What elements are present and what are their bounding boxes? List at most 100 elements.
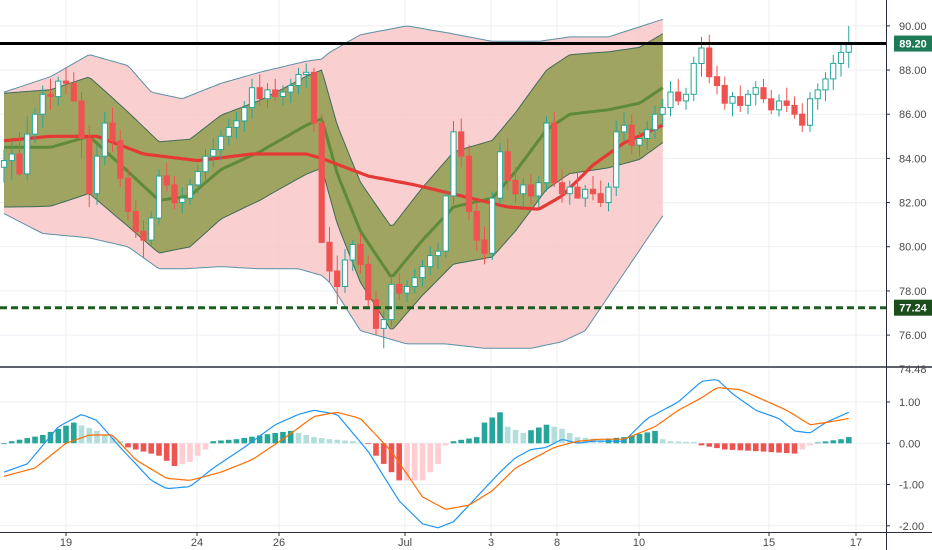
macd-histogram-bar[interactable]	[466, 438, 472, 444]
macd-histogram-bar[interactable]	[838, 439, 844, 444]
macd-histogram-bar[interactable]	[272, 433, 278, 444]
macd-histogram-bar[interactable]	[442, 443, 449, 446]
macd-histogram-bar[interactable]	[706, 443, 713, 447]
candle[interactable]	[512, 167, 519, 203]
macd-histogram-bar[interactable]	[644, 432, 651, 444]
macd-histogram-bar[interactable]	[210, 441, 216, 444]
macd-histogram-bar[interactable]	[512, 429, 519, 444]
candle[interactable]	[620, 112, 628, 141]
macd-histogram-bar[interactable]	[171, 443, 178, 466]
macd-histogram-bar[interactable]	[799, 443, 806, 450]
candle[interactable]	[357, 233, 364, 274]
macd-histogram-bar[interactable]	[768, 443, 775, 453]
candle[interactable]	[124, 167, 132, 221]
candle[interactable]	[489, 191, 496, 260]
candle[interactable]	[225, 118, 232, 146]
macd-histogram-bar[interactable]	[574, 437, 581, 444]
macd-histogram-bar[interactable]	[280, 431, 286, 444]
macd-histogram-bar[interactable]	[404, 443, 410, 481]
candle[interactable]	[78, 92, 85, 159]
candle[interactable]	[334, 255, 341, 305]
candle[interactable]	[16, 131, 23, 177]
candle[interactable]	[830, 54, 837, 90]
candle[interactable]	[241, 100, 248, 132]
candle[interactable]	[179, 187, 186, 214]
macd-histogram-bar[interactable]	[156, 443, 162, 456]
candle[interactable]	[783, 87, 790, 113]
macd-histogram-bar[interactable]	[411, 443, 418, 481]
macd-histogram-bar[interactable]	[264, 434, 271, 444]
macd-histogram-bar[interactable]	[737, 443, 744, 451]
macd-line[interactable]	[3, 379, 850, 529]
candle[interactable]	[667, 81, 674, 117]
signal-line[interactable]	[3, 387, 849, 510]
candlesticks[interactable]	[0, 25, 852, 349]
macd-histogram-bar[interactable]	[683, 441, 689, 444]
macd-histogram-bar[interactable]	[132, 443, 139, 450]
candle[interactable]	[721, 76, 728, 110]
candle[interactable]	[582, 184, 589, 207]
candle[interactable]	[365, 255, 372, 307]
macd-histogram-bar[interactable]	[365, 443, 371, 445]
candle[interactable]	[411, 268, 418, 294]
macd-histogram-bar[interactable]	[303, 435, 309, 444]
macd-histogram-bar[interactable]	[830, 440, 837, 444]
macd-histogram-bar[interactable]	[497, 412, 503, 444]
candle[interactable]	[752, 81, 759, 106]
macd-histogram-bar[interactable]	[16, 439, 23, 444]
candle[interactable]	[132, 200, 139, 238]
candle[interactable]	[0, 149, 8, 183]
macd-histogram-bar[interactable]	[71, 422, 77, 444]
candle[interactable]	[644, 120, 651, 150]
candle[interactable]	[535, 176, 542, 207]
macd-histogram-bar[interactable]	[63, 425, 69, 444]
candle[interactable]	[434, 242, 442, 269]
macd-histogram-bar[interactable]	[559, 428, 565, 444]
candle[interactable]	[186, 178, 194, 205]
macd-histogram-bar[interactable]	[349, 441, 356, 444]
candle[interactable]	[372, 290, 380, 336]
macd-histogram-bar[interactable]	[78, 425, 85, 444]
candle[interactable]	[349, 240, 356, 272]
macd-histogram-bar[interactable]	[784, 443, 790, 454]
macd-histogram-bar[interactable]	[334, 439, 340, 444]
candle[interactable]	[605, 182, 612, 212]
macd-histogram-bar[interactable]	[536, 427, 542, 444]
macd-histogram-bar[interactable]	[776, 443, 782, 453]
candle[interactable]	[768, 89, 775, 115]
candle[interactable]	[481, 226, 488, 265]
candle[interactable]	[31, 107, 39, 143]
candle[interactable]	[675, 78, 682, 106]
macd-histogram-bar[interactable]	[373, 443, 379, 456]
macd-histogram-bar[interactable]	[636, 434, 643, 444]
macd-histogram-bar[interactable]	[722, 443, 728, 450]
macd-histogram-bar[interactable]	[613, 437, 620, 444]
candle[interactable]	[613, 120, 620, 196]
macd-histogram-bar[interactable]	[660, 439, 666, 444]
candle[interactable]	[256, 74, 263, 106]
candle[interactable]	[140, 220, 147, 258]
candle[interactable]	[520, 178, 527, 207]
macd-histogram-bar[interactable]	[528, 430, 534, 444]
macd-histogram-bar[interactable]	[218, 440, 224, 444]
macd-histogram-bar[interactable]	[760, 443, 767, 452]
macd-histogram-bar[interactable]	[326, 439, 333, 444]
candle[interactable]	[636, 131, 643, 157]
candle[interactable]	[70, 72, 77, 102]
candle[interactable]	[163, 162, 170, 192]
candle[interactable]	[101, 112, 108, 166]
macd-histogram-bar[interactable]	[148, 443, 154, 454]
candle[interactable]	[628, 114, 635, 154]
candle[interactable]	[202, 149, 209, 181]
candle[interactable]	[248, 78, 256, 119]
support-price-tag[interactable]	[894, 299, 932, 316]
candle[interactable]	[659, 98, 666, 126]
candle[interactable]	[303, 63, 310, 88]
macd-histogram-bar[interactable]	[140, 443, 147, 452]
macd-histogram-bar[interactable]	[698, 443, 705, 446]
macd-histogram-bar[interactable]	[458, 439, 464, 444]
macd-histogram-bar[interactable]	[481, 422, 488, 444]
macd-histogram-bar[interactable]	[629, 435, 635, 444]
macd-histogram-bar[interactable]	[675, 441, 682, 444]
macd-histogram-bar[interactable]	[551, 426, 558, 444]
